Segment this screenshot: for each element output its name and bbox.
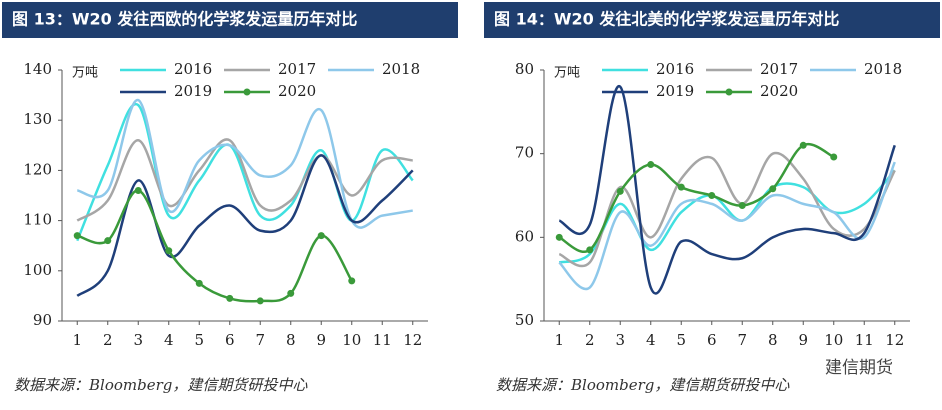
x-tick-label: 1 — [72, 331, 82, 349]
legend-label: 2020 — [278, 82, 316, 100]
legend-label: 2016 — [656, 60, 694, 78]
x-tick-label: 8 — [286, 331, 296, 349]
x-tick-label: 1 — [554, 331, 564, 349]
x-tick-label: 9 — [798, 331, 808, 349]
point — [708, 192, 716, 199]
point — [73, 232, 81, 240]
y-tick-label: 130 — [23, 110, 52, 128]
x-tick-label: 4 — [164, 331, 174, 349]
x-tick-label: 4 — [646, 331, 656, 349]
legend-label: 2020 — [760, 82, 798, 100]
legend-label: 2019 — [174, 82, 212, 100]
y-tick-label: 70 — [515, 144, 534, 162]
series-line — [76, 138, 413, 222]
legend-marker — [725, 88, 733, 96]
legend-label: 2018 — [382, 60, 420, 78]
point — [586, 246, 594, 254]
y-tick-label: 50 — [515, 311, 534, 329]
point — [799, 141, 807, 149]
series-line — [558, 161, 896, 291]
title-banner — [484, 2, 940, 38]
x-tick-label: 10 — [824, 331, 843, 349]
y-tick-label: 120 — [23, 160, 52, 178]
point — [647, 161, 655, 169]
series-line — [76, 154, 414, 297]
chart-title: 图 14：W20 发往北美的化学浆发运量历年对比 — [494, 10, 839, 29]
x-tick-label: 5 — [676, 331, 686, 349]
point — [165, 247, 173, 255]
y-tick-label: 90 — [33, 311, 52, 329]
y-tick-label: 60 — [515, 227, 534, 245]
series-line — [558, 142, 835, 253]
point — [738, 202, 746, 210]
point — [104, 237, 112, 245]
x-tick-label: 7 — [255, 331, 265, 349]
legend-label: 2017 — [278, 60, 316, 78]
x-tick-label: 11 — [855, 331, 874, 349]
point — [195, 279, 203, 287]
point — [226, 294, 234, 302]
legend-label: 2019 — [656, 82, 694, 100]
series-line — [76, 189, 353, 303]
series-line — [76, 98, 413, 229]
y-tick-label: 100 — [23, 261, 52, 279]
legend-label: 2018 — [864, 60, 902, 78]
point — [134, 186, 142, 194]
x-tick-label: 12 — [403, 331, 422, 349]
point — [256, 297, 264, 305]
watermark: 建信期货 — [825, 358, 893, 378]
x-tick-label: 3 — [133, 331, 143, 349]
x-tick-label: 2 — [103, 331, 113, 349]
point — [677, 183, 685, 191]
x-tick-label: 6 — [707, 331, 717, 349]
y-unit: 万吨 — [554, 66, 580, 81]
chart-title: 图 13：W20 发往西欧的化学浆发运量历年对比 — [12, 10, 357, 29]
point — [830, 153, 838, 161]
x-tick-label: 9 — [316, 331, 326, 349]
point — [287, 289, 295, 297]
x-tick-label: 10 — [342, 331, 361, 349]
x-tick-label: 11 — [373, 331, 392, 349]
point — [769, 185, 777, 193]
point — [317, 232, 325, 240]
x-tick-label: 6 — [225, 331, 235, 349]
legend-marker — [243, 88, 251, 96]
x-tick-label: 7 — [737, 331, 747, 349]
point — [348, 277, 356, 285]
point — [555, 233, 563, 241]
y-tick-label: 110 — [23, 211, 52, 229]
x-tick-label: 12 — [885, 331, 904, 349]
x-tick-label: 5 — [194, 331, 204, 349]
legend-label: 2017 — [760, 60, 798, 78]
y-tick-label: 140 — [23, 60, 52, 78]
point — [616, 187, 624, 195]
y-unit: 万吨 — [72, 66, 98, 81]
x-tick-label: 8 — [768, 331, 778, 349]
series-line — [558, 85, 896, 295]
series-line — [558, 151, 896, 268]
x-tick-label: 2 — [585, 331, 595, 349]
y-tick-label: 80 — [515, 60, 534, 78]
source-note: 数据来源：Bloomberg，建信期货研投中心 — [496, 376, 790, 394]
x-tick-label: 3 — [615, 331, 625, 349]
source-note: 数据来源：Bloomberg，建信期货研投中心 — [14, 376, 308, 394]
legend-label: 2016 — [174, 60, 212, 78]
title-banner — [2, 2, 458, 38]
